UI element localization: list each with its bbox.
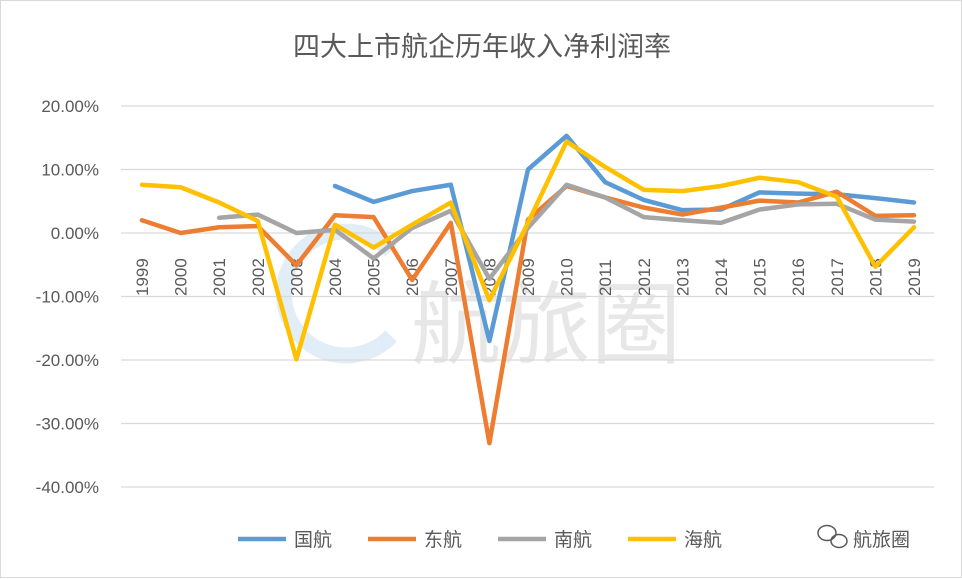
y-tick-label: 10.00% — [41, 161, 99, 180]
legend-label: 国航 — [294, 529, 332, 551]
wechat-icon — [817, 524, 848, 549]
y-tick-label: -30.00% — [36, 415, 99, 434]
y-tick-label: -40.00% — [36, 478, 99, 497]
legend-label: 海航 — [684, 529, 722, 551]
y-tick-label: -20.00% — [36, 351, 99, 370]
y-tick-label: 20.00% — [41, 97, 99, 116]
y-tick-label: -10.00% — [36, 288, 99, 307]
x-tick-label: 2009 — [519, 258, 538, 296]
x-tick-label: 2007 — [442, 258, 461, 296]
x-tick-label: 2001 — [210, 258, 229, 296]
series-line-4 — [139, 139, 917, 362]
legend-label: 南航 — [554, 529, 592, 551]
x-tick-label: 2013 — [673, 258, 692, 296]
x-tick-label: 2012 — [635, 258, 654, 296]
x-tick-label: 2003 — [287, 258, 306, 296]
x-tick-label: 2019 — [905, 258, 924, 296]
x-tick-label: 2016 — [789, 258, 808, 296]
wechat-label: 航旅圈 — [853, 529, 910, 551]
legend-label: 东航 — [424, 529, 462, 551]
legend: 国航 东航 南航 海航 — [238, 529, 722, 551]
x-tick-label: 2002 — [249, 258, 268, 296]
series-line-1 — [332, 133, 917, 344]
x-tick-label: 2014 — [712, 258, 731, 296]
x-tick-label: 2017 — [828, 258, 847, 296]
x-tick-label: 2004 — [326, 258, 345, 296]
wechat-source: 航旅圈 — [817, 524, 910, 551]
x-tick-label: 2015 — [751, 258, 770, 296]
x-tick-label: 1999 — [133, 258, 152, 296]
x-tick-label: 2010 — [558, 258, 577, 296]
x-tick-label: 2005 — [365, 258, 384, 296]
x-tick-label: 2011 — [596, 259, 615, 296]
x-tick-label: 2000 — [172, 258, 191, 296]
y-tick-label: 0.00% — [51, 224, 99, 243]
chart-title: 四大上市航企历年收入净利润率 — [293, 32, 671, 63]
x-tick-label: 2018 — [866, 258, 885, 296]
